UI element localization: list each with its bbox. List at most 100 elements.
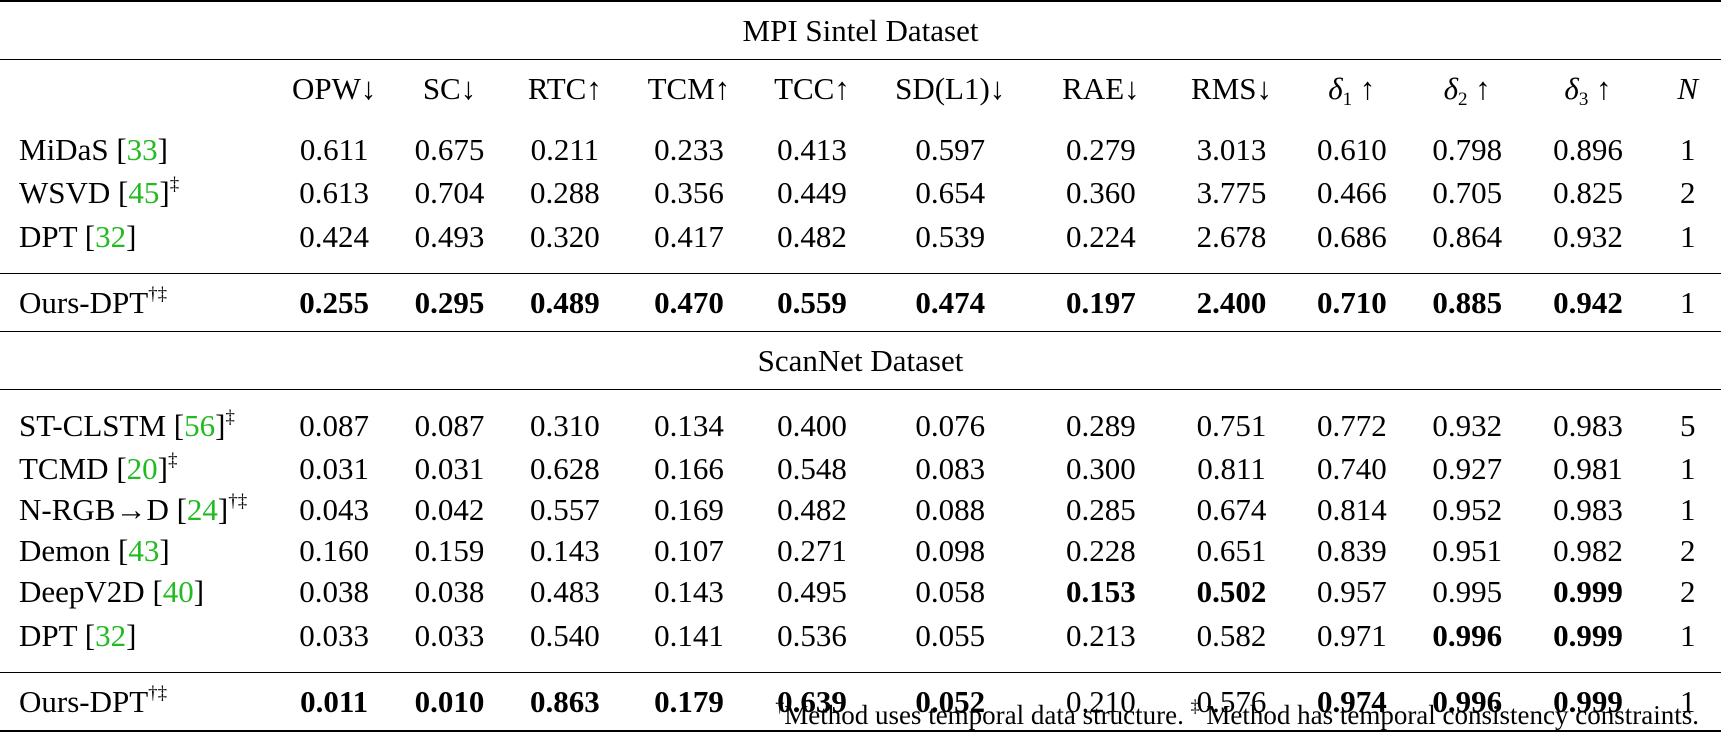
value: 0.233 xyxy=(654,132,724,167)
column-header-arrow: ↑ xyxy=(1352,71,1376,106)
footnote-marks: ‡ xyxy=(225,407,235,428)
value: 0.686 xyxy=(1316,219,1387,254)
value: 0.704 xyxy=(414,174,485,210)
citation-link[interactable]: 20 xyxy=(126,450,158,486)
value-cell: 0.295 xyxy=(394,273,506,332)
value-cell: 0.474 xyxy=(870,273,1030,332)
value: 0.495 xyxy=(777,573,847,609)
ddagger-mark: ‡ xyxy=(1190,696,1200,716)
value: 0.042 xyxy=(414,491,485,527)
value-cell: 0.502 xyxy=(1172,571,1291,612)
value-cell: 0.038 xyxy=(274,571,394,612)
value: 0.611 xyxy=(299,132,369,167)
value: 0.772 xyxy=(1316,408,1387,443)
value-cell: 0.310 xyxy=(505,389,625,448)
best-value: 2.400 xyxy=(1196,284,1267,320)
value: 0.043 xyxy=(299,491,370,527)
method-label: DPT xyxy=(19,219,78,254)
column-header-subscript: 2 xyxy=(1458,89,1468,110)
citation-link[interactable]: 33 xyxy=(126,132,158,167)
value: 0.134 xyxy=(654,408,724,443)
best-value: 0.474 xyxy=(915,284,986,320)
value-cell: 0.159 xyxy=(394,530,505,571)
value-cell: 0.942 xyxy=(1521,273,1655,332)
value-cell: 1 xyxy=(1654,213,1721,274)
value-cell: 0.639 xyxy=(753,672,871,732)
value: 0.160 xyxy=(299,532,370,568)
column-header: TCM↑ xyxy=(624,59,754,114)
value-cell: 0.088 xyxy=(871,489,1030,530)
value-cell: 1 xyxy=(1654,612,1721,673)
value-cell: 0.597 xyxy=(871,114,1030,172)
value-cell: 0.957 xyxy=(1291,571,1413,612)
value-cell: 0.083 xyxy=(871,448,1030,489)
best-value: 0.996 xyxy=(1432,683,1503,719)
value: 0.628 xyxy=(530,450,600,486)
column-header: SD(L1)↓ xyxy=(870,59,1030,114)
value-cell: 3.775 xyxy=(1172,172,1291,213)
method-name: WSVD [45]‡ xyxy=(19,173,180,210)
value-cell: 2 xyxy=(1654,530,1721,571)
value: 0.576 xyxy=(1196,683,1267,719)
table-footnote: †Method uses temporal data structure. ‡ … xyxy=(775,697,1699,731)
table-row: Demon [43] 0.160 0.159 0.143 0.107 0.271 0.098… xyxy=(0,530,1721,571)
citation-link[interactable]: 43 xyxy=(128,532,160,568)
value: 0.076 xyxy=(915,408,986,443)
value: 0.098 xyxy=(915,532,986,568)
value-cell: 0.559 xyxy=(753,273,871,332)
value: 0.033 xyxy=(414,618,485,653)
best-value: 0.885 xyxy=(1432,284,1503,320)
value-cell: 0.927 xyxy=(1413,448,1522,489)
value-cell: 0.540 xyxy=(505,612,625,673)
value: 0.300 xyxy=(1066,450,1136,486)
best-value: 0.639 xyxy=(777,683,847,719)
value-cell: 1 xyxy=(1654,448,1721,489)
value: 0.651 xyxy=(1196,532,1267,568)
table-row: MiDaS [33] 0.611 0.675 0.211 0.233 0.413 0.597… xyxy=(0,114,1721,172)
value: 0.141 xyxy=(654,618,724,653)
value-cell: 0.999 xyxy=(1522,571,1655,612)
citation-link[interactable]: 32 xyxy=(95,618,127,653)
value: 3.013 xyxy=(1196,132,1267,167)
citation-link[interactable]: 56 xyxy=(184,408,216,443)
table-row: ST-CLSTM [56]‡ 0.087 0.087 0.310 0.134 0.400 0… xyxy=(0,389,1721,448)
value: 0.417 xyxy=(654,219,724,254)
ours-method-name: Ours-DPT†‡ xyxy=(0,672,275,732)
value-cell: 1 xyxy=(1654,489,1721,530)
value-cell: 0.952 xyxy=(1413,489,1522,530)
column-header-subscript: 1 xyxy=(1342,89,1353,110)
value-cell: 0.213 xyxy=(1030,612,1173,673)
value: 0.582 xyxy=(1196,618,1267,653)
citation-link[interactable]: 24 xyxy=(186,491,218,527)
value: 0.557 xyxy=(530,491,600,527)
method-label: Ours-DPT xyxy=(19,683,149,719)
value-cell: 0.141 xyxy=(625,612,753,673)
value-cell: 0.482 xyxy=(753,213,871,274)
citation-link[interactable]: 45 xyxy=(128,174,160,210)
method-name: MiDaS [33] xyxy=(19,132,168,167)
value: 0.466 xyxy=(1316,174,1387,210)
value-cell: 0.548 xyxy=(753,448,871,489)
value-cell: 0.087 xyxy=(274,389,395,448)
method-name: DeepV2D [40] xyxy=(19,573,205,609)
citation-link[interactable]: 32 xyxy=(95,219,127,254)
value-cell: 0.999 xyxy=(1521,672,1655,732)
value: 1 xyxy=(1679,491,1696,527)
value: 0.271 xyxy=(777,532,847,568)
value: 2 xyxy=(1679,174,1696,210)
value: 0.088 xyxy=(915,491,986,527)
method-label: Demon xyxy=(19,532,111,568)
column-header-label: TCM↑ xyxy=(647,71,731,106)
value-cell: 0.674 xyxy=(1172,489,1291,530)
best-value: 0.502 xyxy=(1196,573,1267,609)
value-cell: 0.974 xyxy=(1290,672,1413,732)
best-value: 0.052 xyxy=(915,683,986,719)
value-cell: 0.654 xyxy=(871,172,1030,213)
value-cell: 0.038 xyxy=(394,571,505,612)
value: 0.927 xyxy=(1432,450,1503,486)
value-cell: 0.033 xyxy=(274,612,394,673)
citation-link[interactable]: 40 xyxy=(162,573,194,609)
value-cell: 0.814 xyxy=(1291,489,1413,530)
value-cell: 0.356 xyxy=(625,172,753,213)
ours-method-name: Ours-DPT†‡ xyxy=(0,273,275,332)
